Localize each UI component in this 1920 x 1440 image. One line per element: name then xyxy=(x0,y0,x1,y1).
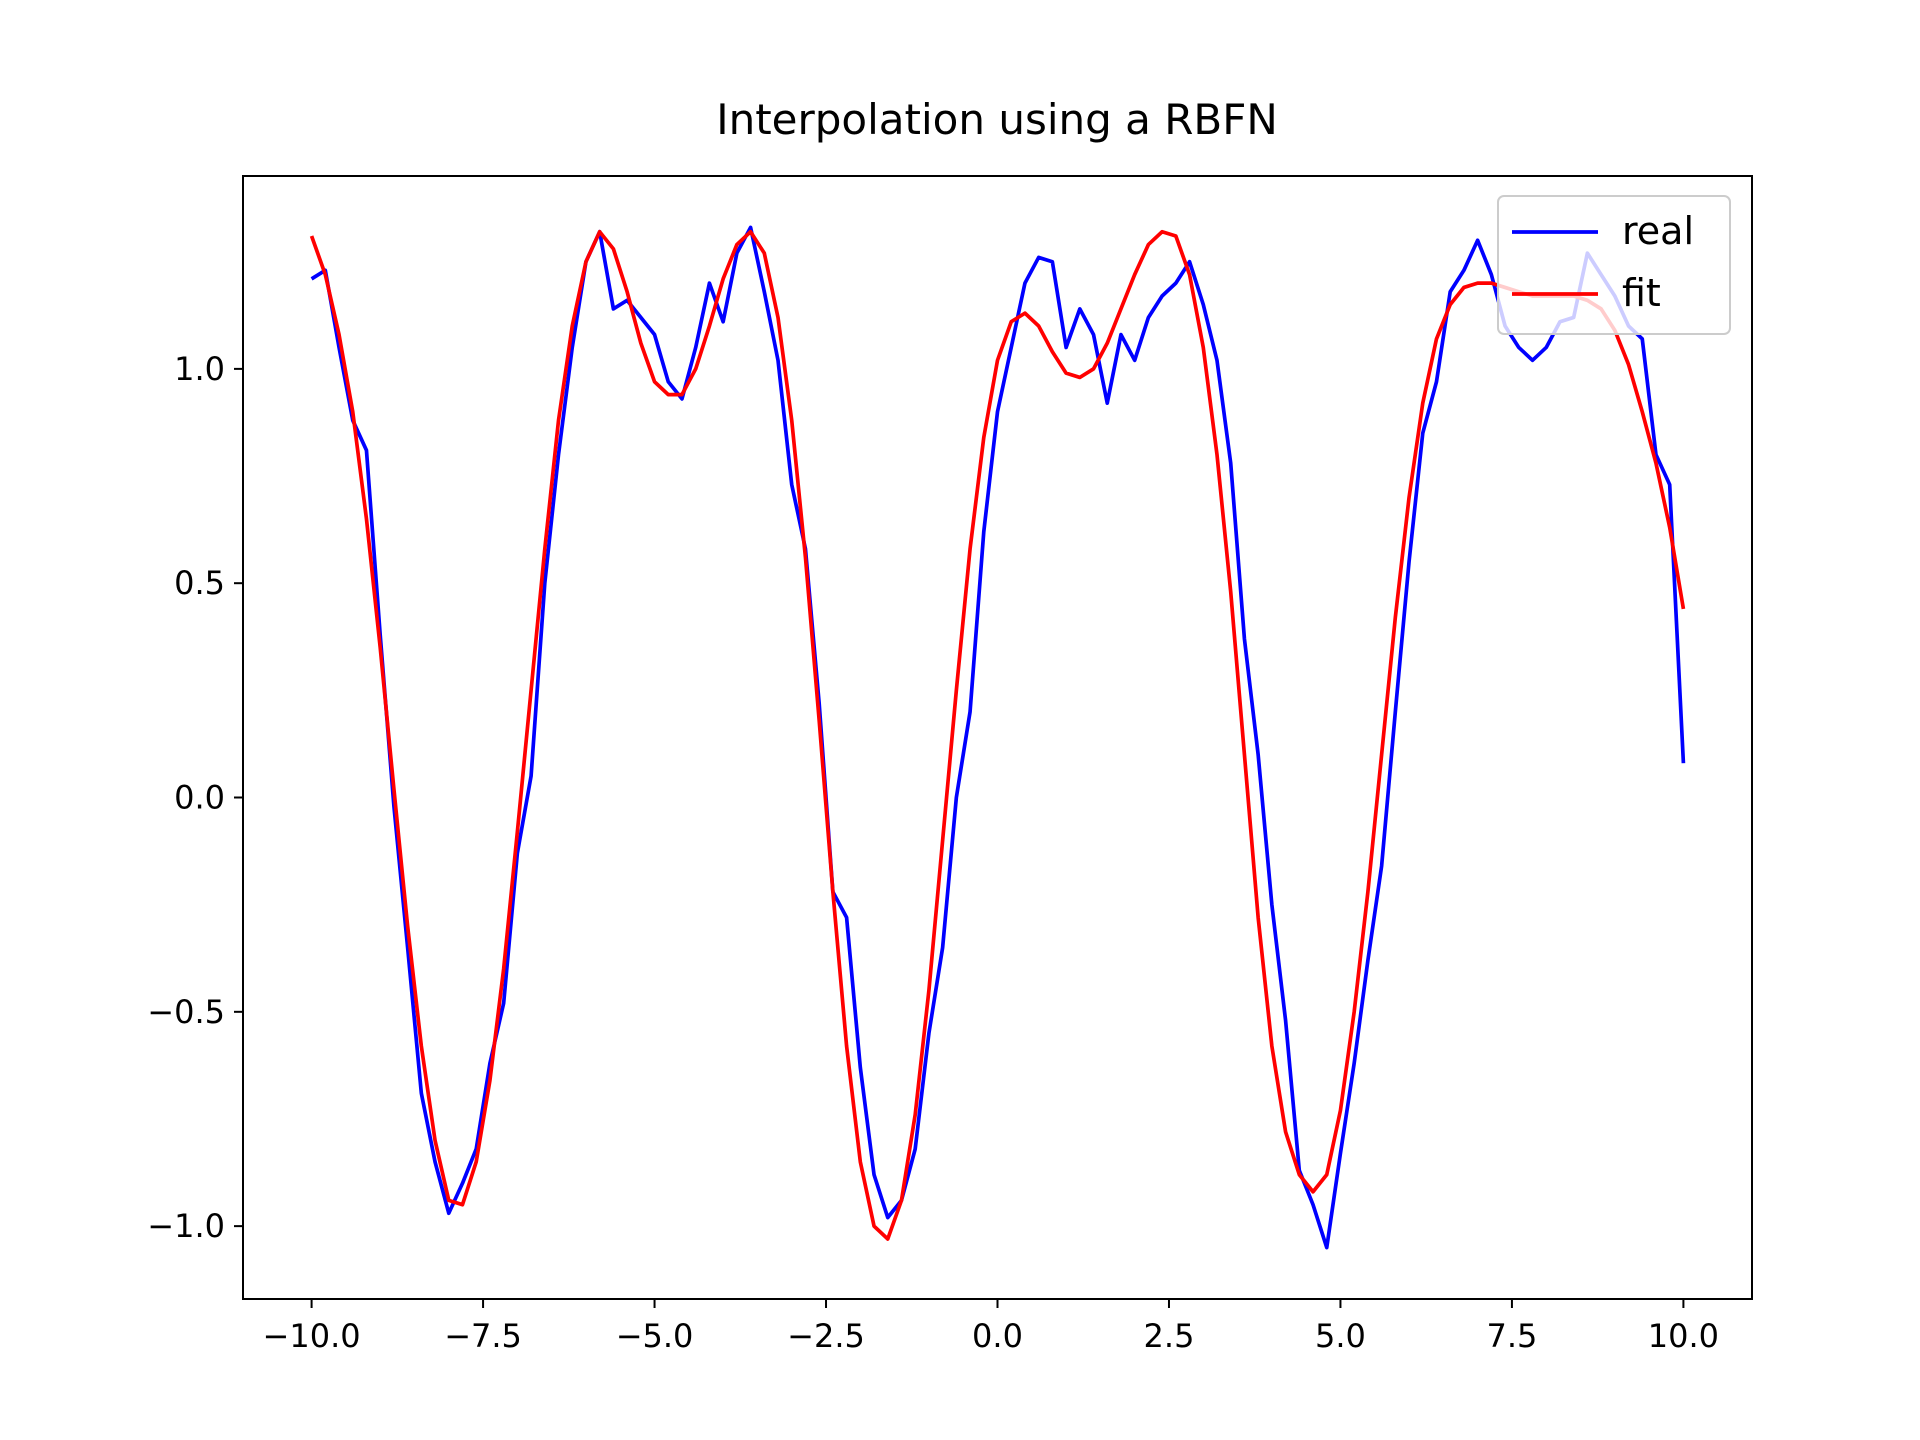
x-tick-label: −10.0 xyxy=(263,1317,361,1355)
legend-label: fit xyxy=(1622,271,1661,315)
plot-frame xyxy=(242,175,1753,1300)
x-tick-label: −2.5 xyxy=(787,1317,865,1355)
legend-label: real xyxy=(1622,209,1694,253)
x-tick-label: 5.0 xyxy=(1315,1317,1366,1355)
series-line xyxy=(310,225,1686,1250)
x-tick-label: 7.5 xyxy=(1486,1317,1537,1355)
x-tick-label: 2.5 xyxy=(1144,1317,1195,1355)
legend-box xyxy=(1497,195,1731,335)
y-tick-label: −0.5 xyxy=(147,993,225,1031)
x-tick-label: 10.0 xyxy=(1648,1317,1719,1355)
x-tick-label: −5.0 xyxy=(616,1317,694,1355)
chart-title: Interpolation using a RBFN xyxy=(716,95,1278,144)
y-tick-label: 1.0 xyxy=(174,350,225,388)
y-tick-label: −1.0 xyxy=(147,1207,225,1245)
x-tick-label: 0.0 xyxy=(972,1317,1023,1355)
y-tick-label: 0.0 xyxy=(174,779,225,817)
x-tick-label: −7.5 xyxy=(444,1317,522,1355)
y-tick-label: 0.5 xyxy=(174,564,225,602)
series-line xyxy=(309,229,1686,1241)
